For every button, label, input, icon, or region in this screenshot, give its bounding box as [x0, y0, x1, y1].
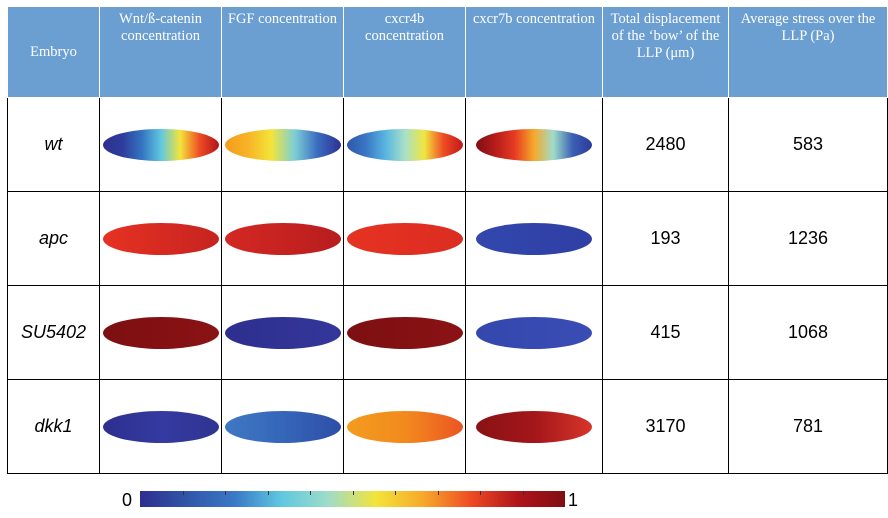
fgf-cell [221, 97, 344, 192]
gradient-ellipse-shape [476, 316, 592, 349]
stress-value: 583 [728, 97, 888, 192]
cxcr7b-cell [465, 97, 603, 192]
fgf-cell [221, 379, 344, 474]
gradient-ellipse-shape [102, 316, 219, 349]
col-header-cxcr4b: cxcr4b concentration [343, 6, 466, 98]
fgf-ellipse [223, 315, 343, 351]
cxcr4b-ellipse [345, 409, 465, 445]
colorbar-min-label: 0 [122, 490, 133, 510]
stress-value: 1236 [728, 191, 888, 286]
cxcr4b-cell [343, 285, 466, 380]
gradient-ellipse-shape [224, 410, 341, 443]
cxcr7b-ellipse [474, 315, 594, 351]
gradient-ellipse-shape [346, 222, 463, 255]
cxcr4b-cell [343, 191, 466, 286]
displacement-value: 193 [602, 191, 729, 286]
gradient-ellipse-shape [102, 222, 219, 255]
cxcr4b-ellipse [345, 221, 465, 257]
fgf-ellipse [223, 409, 343, 445]
col-header-wnt: Wnt/ß-catenin concentration [99, 6, 222, 98]
stress-value: 781 [728, 379, 888, 474]
gradient-ellipse-shape [346, 316, 463, 349]
col-header-cxcr7b: cxcr7b concentration [465, 6, 603, 98]
table-row: apc 193 1236 [7, 191, 888, 286]
wnt-cell [99, 97, 222, 192]
col-header-fgf: FGF concentration [221, 6, 344, 98]
cxcr4b-ellipse [345, 315, 465, 351]
wnt-cell [99, 379, 222, 474]
gradient-ellipse-shape [102, 128, 219, 161]
results-table: Embryo Wnt/ß-catenin concentration FGF c… [7, 6, 888, 474]
table-row: wt 2480 583 [7, 97, 888, 192]
cxcr7b-cell [465, 285, 603, 380]
colorbar [140, 489, 600, 513]
cxcr7b-ellipse [474, 221, 594, 257]
table-row: dkk1 3170 781 [7, 379, 888, 474]
cxcr4b-cell [343, 97, 466, 192]
table-row: SU5402 415 1068 [7, 285, 888, 380]
colorbar-gradient [140, 491, 565, 507]
colorbar-graphic [140, 491, 565, 507]
fgf-cell [221, 285, 344, 380]
fgf-cell [221, 191, 344, 286]
colorbar-max-label: 1 [568, 490, 579, 510]
col-header-displacement: Total displacement of the ‘bow’ of the L… [602, 6, 729, 98]
gradient-ellipse-shape [224, 316, 341, 349]
gradient-ellipse-shape [476, 410, 592, 443]
cxcr7b-ellipse [474, 409, 594, 445]
gradient-ellipse-shape [346, 128, 463, 161]
gradient-ellipse-shape [346, 410, 463, 443]
wnt-ellipse [101, 127, 221, 163]
fgf-ellipse [223, 127, 343, 163]
wnt-ellipse [101, 315, 221, 351]
embryo-name: wt [7, 97, 100, 192]
col-header-stress: Average stress over the LLP (Pa) [728, 6, 888, 98]
fgf-ellipse [223, 221, 343, 257]
cxcr7b-cell [465, 191, 603, 286]
col-header-embryo: Embryo [7, 6, 100, 98]
gradient-ellipse-shape [224, 128, 341, 161]
displacement-value: 3170 [602, 379, 729, 474]
wnt-ellipse [101, 221, 221, 257]
embryo-name: SU5402 [7, 285, 100, 380]
stress-value: 1068 [728, 285, 888, 380]
cxcr7b-cell [465, 379, 603, 474]
header-row: Embryo Wnt/ß-catenin concentration FGF c… [7, 6, 888, 98]
cxcr4b-ellipse [345, 127, 465, 163]
embryo-name: apc [7, 191, 100, 286]
gradient-ellipse-shape [476, 222, 592, 255]
gradient-ellipse-shape [224, 222, 341, 255]
wnt-cell [99, 191, 222, 286]
displacement-value: 2480 [602, 97, 729, 192]
gradient-ellipse-shape [102, 410, 219, 443]
cxcr4b-cell [343, 379, 466, 474]
embryo-name: dkk1 [7, 379, 100, 474]
wnt-cell [99, 285, 222, 380]
displacement-value: 415 [602, 285, 729, 380]
wnt-ellipse [101, 409, 221, 445]
gradient-ellipse-shape [476, 128, 592, 161]
cxcr7b-ellipse [474, 127, 594, 163]
